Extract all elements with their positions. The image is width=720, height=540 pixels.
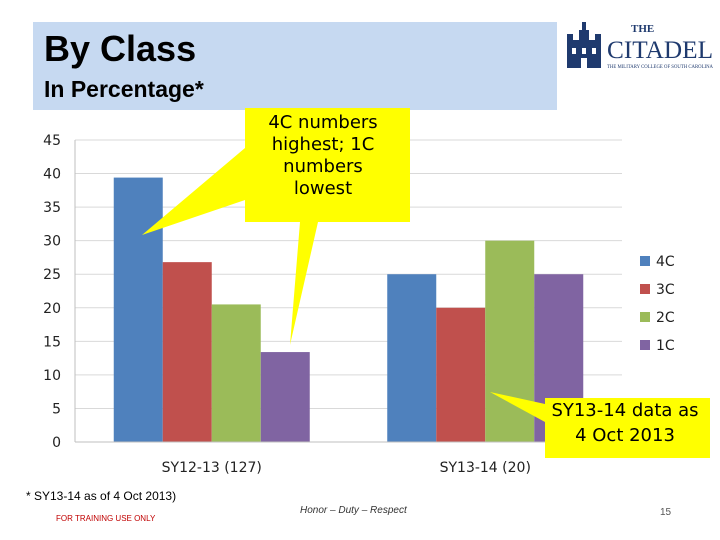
y-tick-label: 10 (43, 368, 61, 384)
logo-name: CITADEL (607, 37, 713, 64)
y-tick-label: 0 (52, 435, 61, 451)
page-number: 15 (660, 507, 672, 518)
y-tick-label: 35 (43, 200, 61, 216)
legend-label: 3C (656, 282, 675, 298)
bar-1C-0 (260, 352, 310, 442)
title-bar (33, 22, 557, 110)
legend-label: 4C (656, 254, 675, 270)
legend-label: 1C (656, 338, 675, 354)
y-tick-label: 25 (43, 267, 61, 283)
x-tick-label: SY13-14 (20) (440, 460, 531, 476)
logo-tagline: THE MILITARY COLLEGE OF SOUTH CAROLINA (607, 65, 713, 70)
slide-title: By Class (44, 28, 197, 69)
x-tick-label: SY12-13 (127) (162, 460, 262, 476)
bar-3C-0 (162, 262, 212, 442)
legend-swatch (640, 312, 650, 322)
motto: Honor – Duty – Respect (300, 505, 407, 516)
bar-4C-1 (387, 274, 437, 442)
callout-left-text: 4C numbers highest; 1C numbers lowest (268, 112, 378, 199)
y-tick-label: 40 (43, 167, 61, 183)
y-tick-label: 15 (43, 334, 61, 350)
slide-subtitle: In Percentage* (44, 76, 204, 102)
bar-3C-1 (436, 307, 486, 442)
logo-the: THE (631, 23, 654, 35)
footnote: * SY13-14 as of 4 Oct 2013) (26, 489, 177, 503)
legend-swatch (640, 284, 650, 294)
legend-swatch (640, 340, 650, 350)
y-tick-label: 30 (43, 234, 61, 250)
y-tick-label: 20 (43, 301, 61, 317)
callout-left-pointer (142, 148, 245, 235)
castle-icon (567, 22, 601, 68)
legend-label: 2C (656, 310, 675, 326)
bar-4C-0 (113, 177, 163, 443)
y-tick-label: 45 (43, 133, 61, 149)
callout-right-text: SY13-14 data as 4 Oct 2013 (551, 400, 699, 446)
legend-swatch (640, 256, 650, 266)
callout-right-shape (490, 392, 710, 458)
citadel-logo: THE CITADEL THE MILITARY COLLEGE OF SOUT… (567, 22, 713, 70)
callout-left-shape (245, 108, 410, 345)
y-tick-label: 5 (52, 401, 61, 417)
bar-2C-0 (211, 304, 261, 442)
training-notice: FOR TRAINING USE ONLY (56, 514, 156, 523)
